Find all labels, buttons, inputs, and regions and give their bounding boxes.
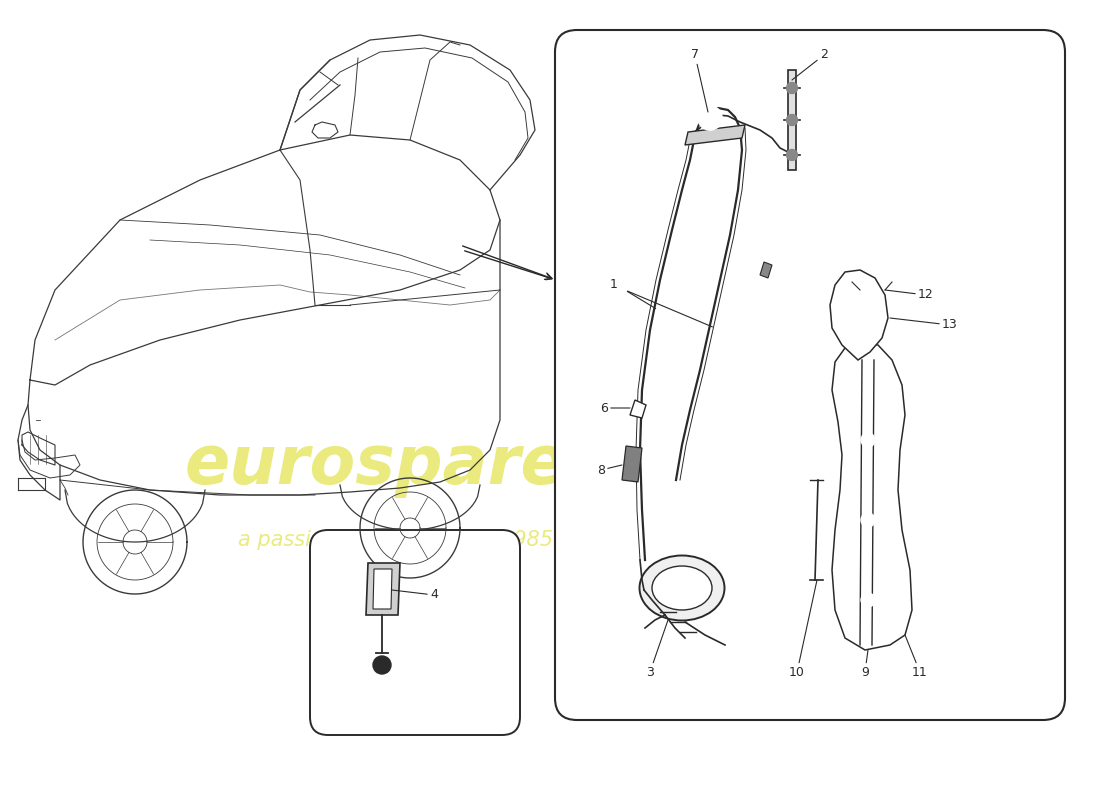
Circle shape bbox=[861, 433, 875, 447]
Text: eurospares: eurospares bbox=[185, 432, 606, 498]
Text: 13: 13 bbox=[890, 318, 958, 331]
FancyBboxPatch shape bbox=[556, 30, 1065, 720]
Circle shape bbox=[861, 593, 875, 607]
Text: 4: 4 bbox=[392, 589, 438, 602]
Text: 3: 3 bbox=[646, 620, 668, 678]
Text: a passion for parts since 1985: a passion for parts since 1985 bbox=[238, 530, 552, 550]
Polygon shape bbox=[373, 569, 392, 609]
Circle shape bbox=[786, 114, 798, 126]
Text: 1: 1 bbox=[610, 278, 618, 291]
Text: 9: 9 bbox=[861, 650, 869, 678]
Circle shape bbox=[786, 150, 798, 161]
Polygon shape bbox=[832, 342, 912, 650]
Polygon shape bbox=[760, 262, 772, 278]
Circle shape bbox=[861, 303, 875, 317]
Text: 10: 10 bbox=[789, 580, 817, 678]
Text: 8: 8 bbox=[597, 463, 622, 477]
Circle shape bbox=[698, 106, 722, 130]
Text: 2: 2 bbox=[792, 49, 828, 80]
Text: 12: 12 bbox=[886, 289, 934, 302]
Text: 11: 11 bbox=[905, 635, 927, 678]
Polygon shape bbox=[788, 70, 796, 170]
Text: 7: 7 bbox=[691, 49, 708, 112]
FancyBboxPatch shape bbox=[310, 530, 520, 735]
Circle shape bbox=[373, 656, 390, 674]
Ellipse shape bbox=[652, 566, 712, 610]
Polygon shape bbox=[621, 446, 642, 482]
Text: 6: 6 bbox=[601, 402, 630, 414]
Polygon shape bbox=[366, 563, 400, 615]
Polygon shape bbox=[685, 125, 745, 145]
Polygon shape bbox=[830, 270, 888, 360]
Circle shape bbox=[861, 513, 875, 527]
Circle shape bbox=[786, 82, 798, 94]
Polygon shape bbox=[630, 400, 646, 418]
Ellipse shape bbox=[639, 555, 725, 621]
